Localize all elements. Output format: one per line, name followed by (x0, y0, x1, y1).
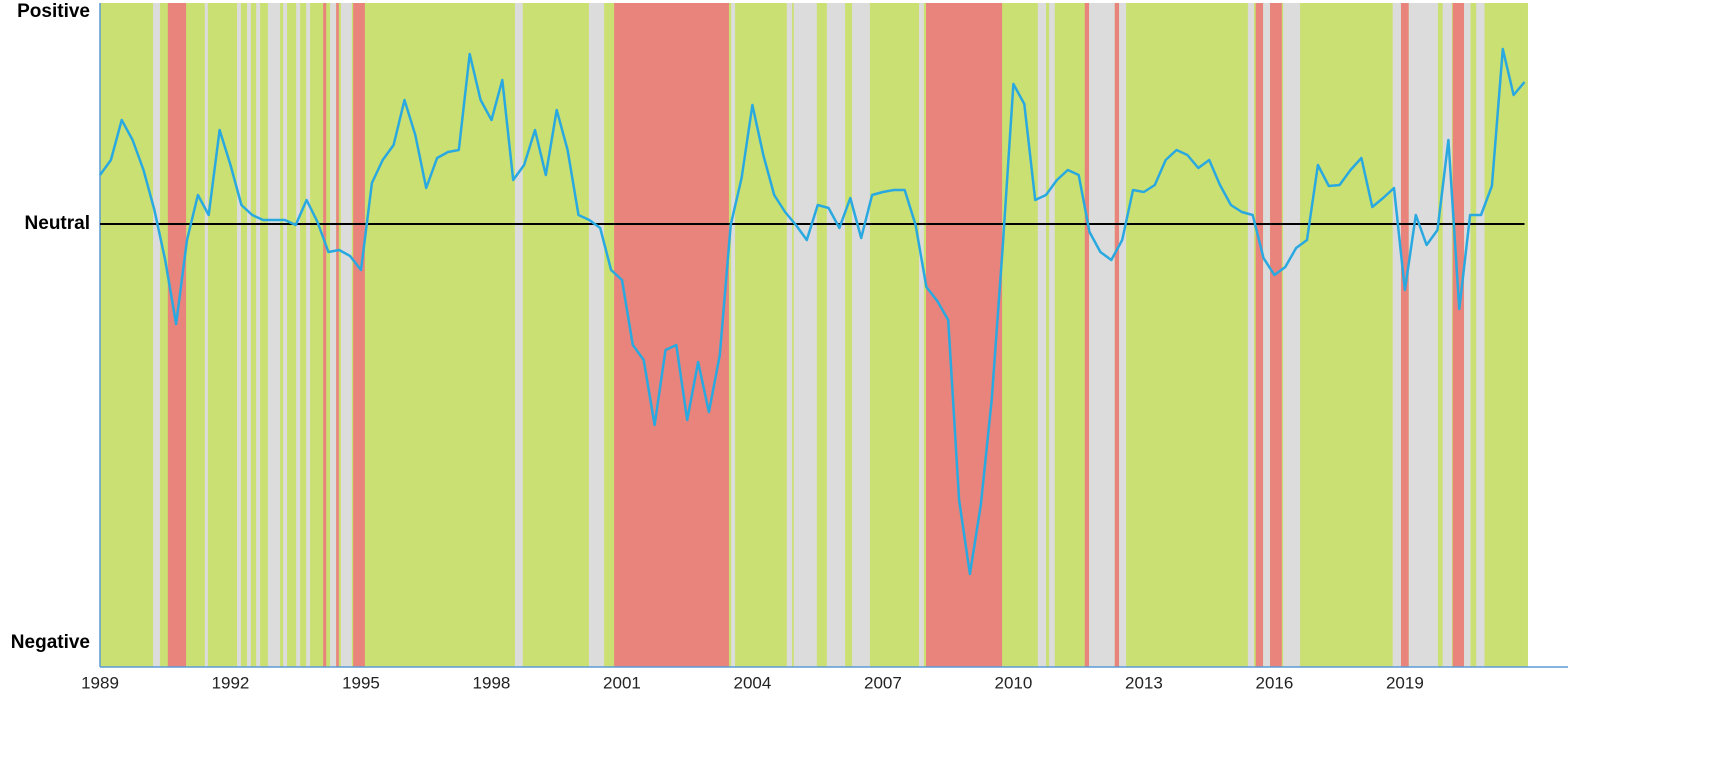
regime-band (336, 3, 339, 667)
x-tick-label: 2010 (995, 673, 1033, 692)
regime-band (1119, 3, 1127, 667)
regime-band (1408, 3, 1438, 667)
regime-band (353, 3, 365, 667)
regime-band (340, 3, 352, 667)
x-tick-label: 1998 (473, 673, 511, 692)
regime-band (852, 3, 870, 667)
regime-band (283, 3, 288, 667)
regime-band (204, 3, 208, 667)
regime-band (614, 3, 729, 667)
x-tick-label: 1992 (212, 673, 250, 692)
regime-band (1037, 3, 1047, 667)
regime-band (925, 3, 1003, 667)
regime-band (786, 3, 793, 667)
y-tick-label: Negative (11, 632, 90, 653)
regime-band (1084, 3, 1090, 667)
regime-band (1049, 3, 1055, 667)
regime-band (1464, 3, 1471, 667)
regime-band (731, 3, 736, 667)
regime-band (1452, 3, 1465, 667)
x-tick-label: 1995 (342, 673, 380, 692)
x-tick-label: 1989 (81, 673, 119, 692)
regime-band (323, 3, 327, 667)
regime-band (1392, 3, 1401, 667)
regime-band (237, 3, 241, 667)
regime-band (1114, 3, 1120, 667)
regime-band (826, 3, 846, 667)
regime-band (167, 3, 187, 667)
regime-band (919, 3, 924, 667)
regime-band (1263, 3, 1271, 667)
y-tick-label: Neutral (25, 213, 90, 234)
x-tick-label: 2007 (864, 673, 902, 692)
regime-band (256, 3, 261, 667)
x-tick-label: 2004 (734, 673, 772, 692)
y-tick-label: Positive (17, 1, 90, 22)
regime-band (514, 3, 523, 667)
regime-band (588, 3, 605, 667)
regime-band (1476, 3, 1485, 667)
regime-band (1255, 3, 1264, 667)
regime-band (1283, 3, 1301, 667)
regime-band (793, 3, 817, 667)
x-tick-label: 2001 (603, 673, 641, 692)
regime-band (296, 3, 301, 667)
x-tick-label: 2016 (1255, 673, 1293, 692)
series-line (98, 47, 1526, 576)
regime-band (1247, 3, 1254, 667)
regime-band (1089, 3, 1115, 667)
x-tick-label: 2013 (1125, 673, 1163, 692)
regime-band (1442, 3, 1452, 667)
regime-band (306, 3, 311, 667)
regime-band (1400, 3, 1409, 667)
x-tick-label: 2019 (1386, 673, 1424, 692)
regime-band (247, 3, 251, 667)
regime-band (267, 3, 281, 667)
regime-band (330, 3, 337, 667)
regime-band (1270, 3, 1282, 667)
regime-band (153, 3, 161, 667)
